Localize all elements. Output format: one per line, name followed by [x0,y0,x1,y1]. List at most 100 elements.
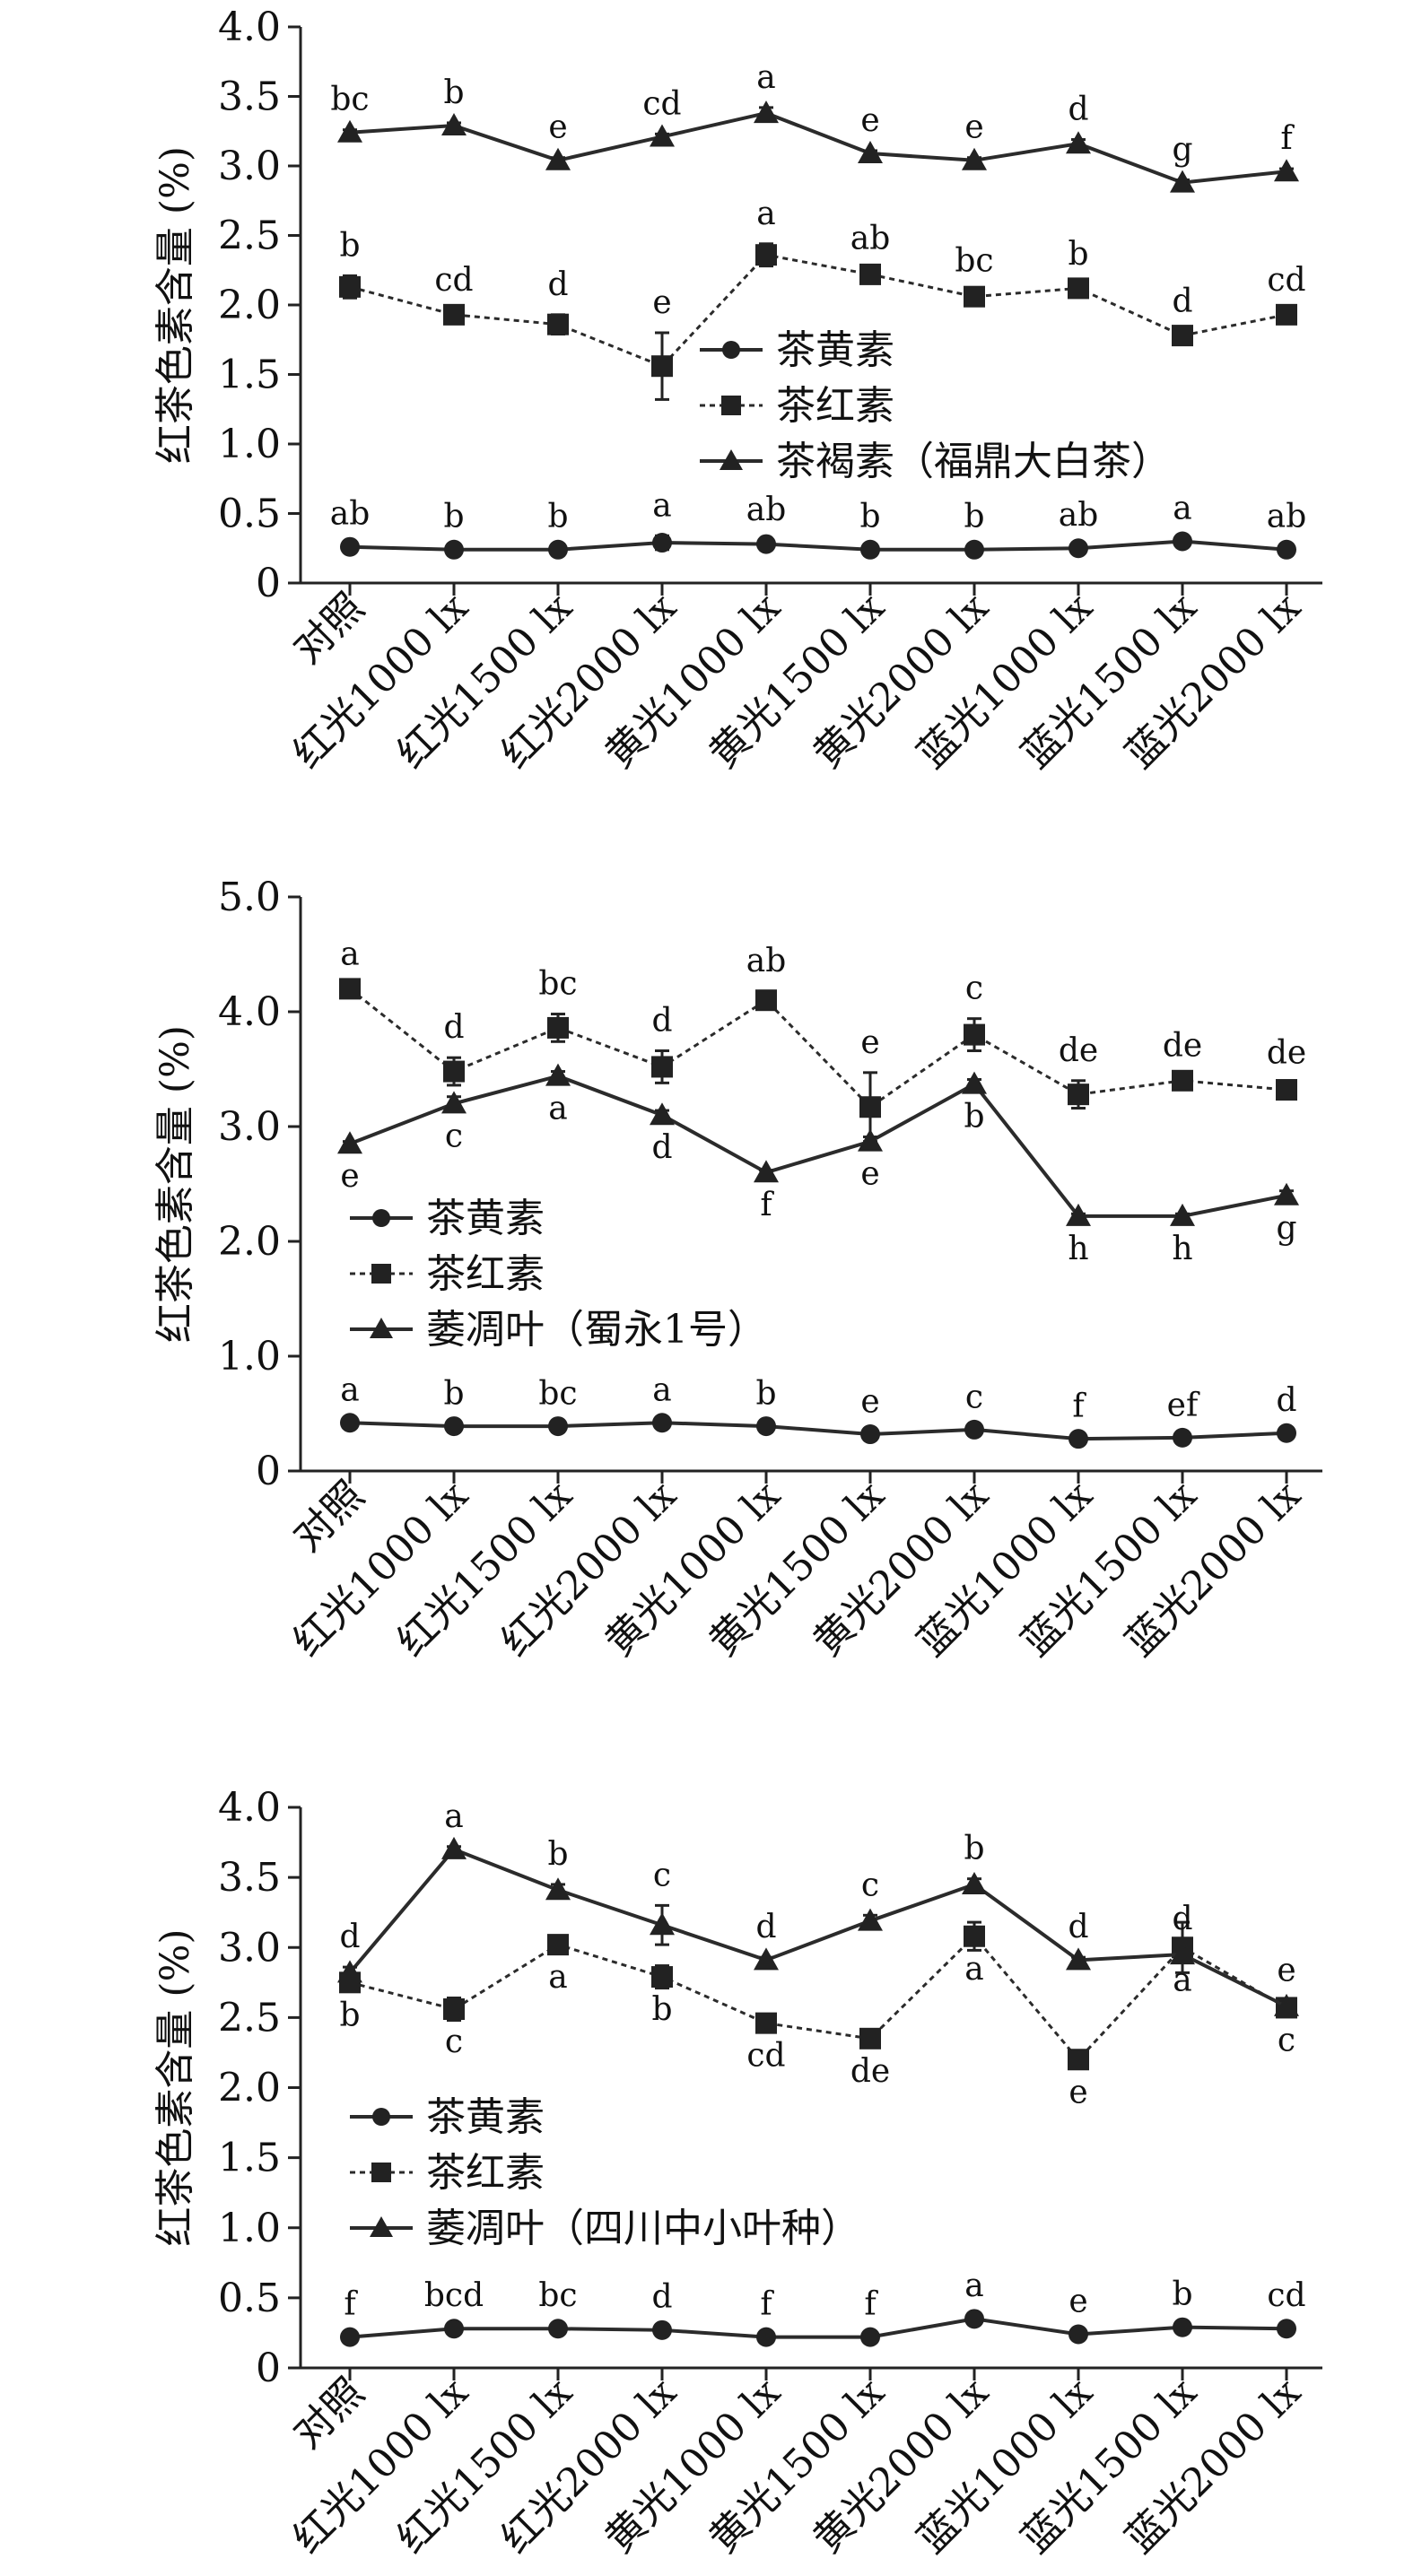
y-tick-label: 1.5 [218,352,281,398]
data-point [548,2319,568,2339]
data-point [548,539,568,560]
legend-marker [371,2163,391,2182]
data-point [441,1836,467,1859]
series-line [349,1934,1287,2062]
significance-label: d [1276,1382,1296,1419]
series-1: ab b b a ab b b ab a ab [330,487,1306,560]
significance-label: a [548,1959,567,1996]
data-point [1277,1423,1296,1443]
significance-label: b [755,1376,776,1413]
data-point [444,539,464,560]
y-tick-label: 3.0 [218,1104,281,1150]
data-point [651,355,673,378]
data-point [651,1056,673,1078]
data-point [964,2309,984,2329]
significance-label: cd [642,85,681,122]
legend-marker [720,449,743,470]
significance-label: a [652,487,671,524]
data-point [650,1912,675,1936]
significance-label: e [652,284,671,321]
y-tick-label: 5.0 [218,875,281,920]
data-point [860,1424,880,1445]
significance-label: ab [1059,497,1099,534]
significance-label: b [443,499,464,535]
data-point [1068,1083,1089,1106]
y-tick-label: 2.0 [218,2066,281,2111]
series-line [349,988,1287,1110]
significance-label: bc [538,2277,577,2314]
legend-label: 茶褐素（福鼎大白茶） [776,439,1171,484]
data-point [964,1925,985,1947]
significance-label: d [1172,283,1192,319]
significance-label: f [760,2286,774,2323]
legend-marker [372,2108,390,2126]
significance-label: e [860,1383,879,1420]
y-tick-label: 2.0 [218,283,281,328]
series-line [348,1847,1287,2008]
data-point [1170,1203,1195,1226]
x-tick-label: 对照 [284,585,372,673]
data-point [652,533,672,553]
data-point [755,244,777,266]
significance-label: ab [330,496,371,533]
data-point [1066,131,1091,154]
legend-label: 茶黄素 [426,2094,545,2140]
significance-label: e [548,109,567,146]
data-point [1066,1947,1091,1971]
significance-label: cd [746,2038,785,2075]
data-point [1276,1079,1297,1101]
data-point [1172,325,1193,347]
significance-label: a [340,936,359,972]
data-point [754,1947,779,1971]
significance-label: c [445,1118,463,1154]
data-point [1173,2317,1192,2337]
y-tick-label: 4.0 [218,1785,281,1831]
data-point [964,539,984,560]
significance-label: g [1172,132,1192,169]
data-point [756,2327,776,2347]
y-tick-label: 0 [256,2345,281,2391]
legend-label: 萎凋叶（蜀永1号） [426,1307,767,1353]
data-point [1068,538,1088,559]
data-point [1274,159,1299,182]
significance-label: b [1068,236,1088,273]
data-point [650,124,675,147]
data-point [547,1016,569,1039]
data-point [755,989,777,1012]
y-tick-label: 1.5 [218,2136,281,2181]
significance-label: bc [538,966,577,1003]
data-point [339,275,361,298]
significance-label: b [339,227,360,264]
legend-marker [371,1264,391,1284]
data-point [964,1419,984,1440]
significance-label: f [760,1187,774,1223]
x-tick-label: 对照 [284,2370,372,2458]
series-3: e c a d f e b h h g [337,1063,1299,1267]
data-point [337,1960,362,1983]
y-axis-title: 红茶色素含量 (%) [153,1928,198,2246]
series-1: f bcd bc d f f a e b cd [340,2267,1306,2347]
significance-label: b [443,1376,464,1413]
data-point [1066,1203,1091,1226]
data-point [444,1416,464,1437]
significance-label: de [850,2053,890,2090]
significance-label: cd [1267,262,1305,299]
data-point [756,534,776,554]
significance-label: c [445,2023,463,2060]
legend-label: 茶黄素 [426,1196,545,1241]
series-line [349,1074,1287,1218]
significance-label: h [1068,1231,1088,1267]
data-point [1172,1069,1193,1092]
data-point [337,1131,362,1154]
y-tick-label: 0.5 [218,492,281,537]
data-point [545,1063,571,1086]
significance-label: a [964,1951,983,1988]
data-point [859,263,881,285]
significance-label: d [339,1919,360,1955]
data-point [859,2027,881,2049]
significance-label: cd [1267,2277,1305,2314]
significance-label: b [547,1836,568,1873]
significance-label: a [548,1091,567,1127]
